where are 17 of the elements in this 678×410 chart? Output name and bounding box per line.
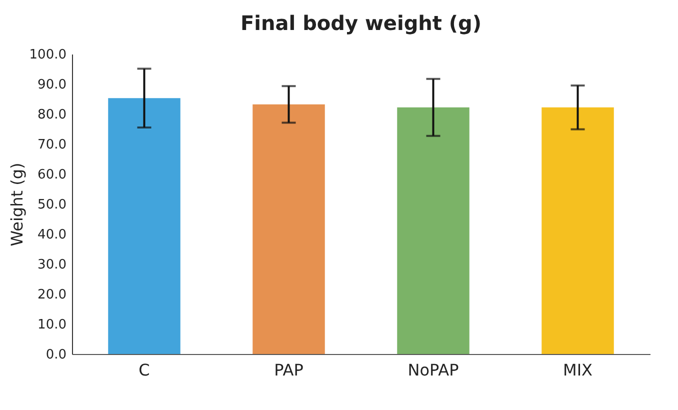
x-tick-label: NoPAP <box>408 360 460 380</box>
x-tick-label: MIX <box>563 360 593 380</box>
y-tick-label: 80.0 <box>38 108 66 122</box>
chart-title: Final body weight (g) <box>240 11 482 35</box>
x-tick-label: C <box>138 360 150 380</box>
y-tick-label: 60.0 <box>38 168 66 182</box>
y-tick-label: 0.0 <box>46 348 66 362</box>
y-tick-label: 10.0 <box>38 318 66 332</box>
y-tick-label: 90.0 <box>38 78 66 92</box>
y-tick-label: 70.0 <box>38 138 66 152</box>
y-tick-label: 20.0 <box>38 288 66 302</box>
y-tick-label: 100.0 <box>29 48 66 62</box>
y-tick-label: 40.0 <box>38 228 66 242</box>
y-tick-label: 30.0 <box>38 258 66 272</box>
y-tick-label: 50.0 <box>38 198 66 212</box>
y-axis-title: Weight (g) <box>7 162 26 246</box>
x-tick-label: PAP <box>274 360 304 380</box>
